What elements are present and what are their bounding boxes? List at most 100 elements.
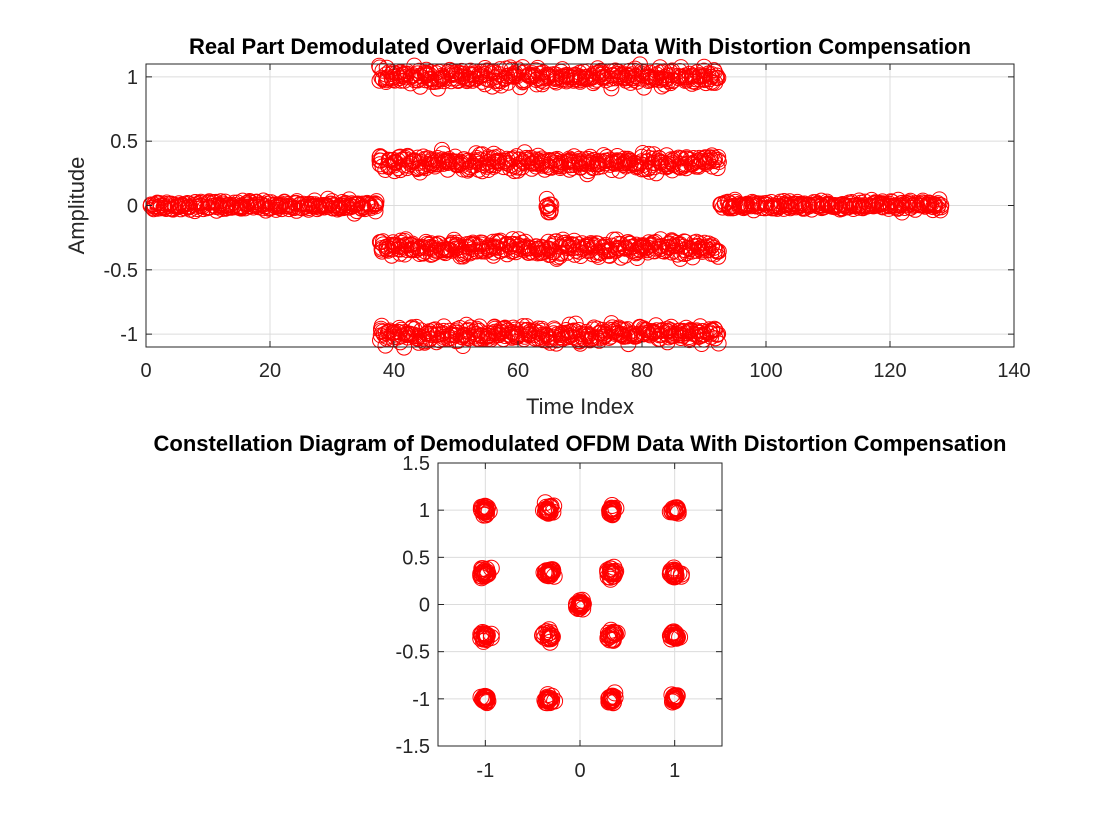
- data-marker: [367, 203, 384, 220]
- y-tick-label: 1.5: [402, 453, 430, 475]
- data-marker: [409, 238, 426, 255]
- data-marker: [545, 328, 562, 345]
- y-tick-label: -1: [412, 689, 430, 711]
- constellation-marker: [538, 623, 556, 641]
- time-domain-y-ticks: -1 -0.5 0 0.5 1: [104, 67, 1014, 346]
- constellation-marker: [474, 624, 492, 641]
- data-marker: [677, 156, 694, 172]
- constellation-marker: [600, 626, 618, 644]
- constellation-marker: [477, 688, 495, 706]
- data-marker: [396, 339, 413, 356]
- constellation-marker: [538, 502, 556, 520]
- constellation-marker: [663, 625, 681, 643]
- time-domain-subplot: 0 20 40 60 80 100 120 140 -1 -0.5 0 0.5 1 Real Part…: [64, 34, 1031, 419]
- y-tick-label: -0.5: [104, 260, 138, 282]
- data-marker: [706, 246, 723, 263]
- constellation-marker: [573, 591, 591, 609]
- data-marker: [929, 199, 946, 216]
- time-domain-x-ticks: 0 20 40 60 80 100 120 140: [140, 64, 1031, 382]
- constellation-marker: [475, 630, 493, 648]
- constellation-marker: [478, 560, 496, 578]
- data-marker: [591, 332, 608, 349]
- constellation-subplot: -1 0 1 -1.5 -1 -0.5 0 0.5 1 1.5 Constellation Di…: [154, 431, 1007, 782]
- data-marker: [521, 240, 538, 257]
- data-marker: [710, 243, 727, 260]
- y-tick-label: 0.5: [110, 131, 138, 153]
- constellation-marker: [602, 563, 619, 581]
- data-marker: [659, 67, 676, 84]
- data-marker: [335, 195, 352, 212]
- data-marker: [706, 320, 723, 337]
- data-marker: [931, 191, 948, 208]
- constellation-marker: [539, 625, 557, 643]
- constellation-marker: [666, 503, 684, 521]
- data-marker: [446, 65, 462, 82]
- data-marker: [932, 202, 949, 219]
- time-domain-chart-title: Real Part Demodulated Overlaid OFDM Data…: [189, 34, 971, 59]
- x-tick-label: 120: [873, 360, 906, 382]
- data-marker: [710, 325, 727, 342]
- data-marker: [625, 62, 642, 79]
- data-marker: [585, 156, 602, 172]
- data-marker: [819, 193, 835, 210]
- data-marker: [450, 157, 467, 174]
- x-tick-label: 0: [140, 360, 151, 382]
- data-marker: [540, 200, 557, 216]
- data-marker: [585, 151, 602, 168]
- data-marker: [549, 249, 566, 266]
- constellation-marker: [599, 624, 617, 642]
- y-tick-label: 0: [419, 595, 430, 617]
- data-marker: [566, 246, 583, 263]
- constellation-marker: [664, 691, 682, 709]
- data-marker: [414, 244, 431, 261]
- data-marker: [706, 62, 723, 79]
- constellation-marker: [473, 569, 491, 587]
- constellation-marker: [541, 689, 559, 707]
- x-tick-label: 100: [749, 360, 782, 382]
- data-marker: [561, 316, 578, 333]
- data-marker: [709, 160, 726, 177]
- constellation-x-ticks: -1 0 1: [476, 463, 680, 782]
- constellation-marker: [478, 501, 496, 519]
- data-marker: [533, 328, 550, 345]
- data-marker: [558, 236, 575, 253]
- data-marker: [368, 196, 385, 213]
- x-tick-label: 80: [631, 360, 653, 382]
- data-marker: [929, 195, 946, 212]
- data-marker: [259, 195, 276, 212]
- constellation-marker: [539, 686, 557, 704]
- data-marker: [684, 67, 701, 84]
- y-tick-label: -1.5: [396, 736, 430, 758]
- x-tick-label: -1: [476, 760, 494, 782]
- time-domain-x-axis-label: Time Index: [526, 394, 634, 419]
- constellation-marker: [661, 627, 679, 645]
- data-marker: [710, 154, 727, 170]
- constellation-marker: [571, 593, 589, 611]
- data-marker: [656, 243, 673, 260]
- data-marker: [702, 325, 719, 342]
- constellation-markers: [472, 494, 690, 712]
- constellation-marker: [472, 567, 490, 585]
- constellation-marker: [473, 502, 491, 520]
- data-marker: [693, 151, 710, 167]
- data-marker: [284, 199, 301, 216]
- y-tick-label: 0: [127, 196, 138, 218]
- data-marker: [548, 250, 565, 267]
- data-marker: [375, 236, 391, 253]
- data-marker: [490, 155, 507, 171]
- x-tick-label: 140: [997, 360, 1030, 382]
- constellation-marker: [474, 691, 492, 709]
- data-marker: [933, 197, 950, 214]
- data-marker: [538, 190, 555, 207]
- constellation-marker: [603, 692, 621, 710]
- data-marker: [628, 157, 644, 174]
- y-tick-label: 1: [419, 500, 430, 522]
- constellation-marker: [540, 630, 557, 648]
- constellation-marker: [601, 689, 618, 706]
- data-marker: [502, 160, 518, 177]
- constellation-marker: [601, 502, 619, 519]
- y-tick-label: 0.5: [402, 547, 430, 569]
- constellation-marker: [604, 567, 622, 585]
- constellation-marker: [601, 631, 619, 649]
